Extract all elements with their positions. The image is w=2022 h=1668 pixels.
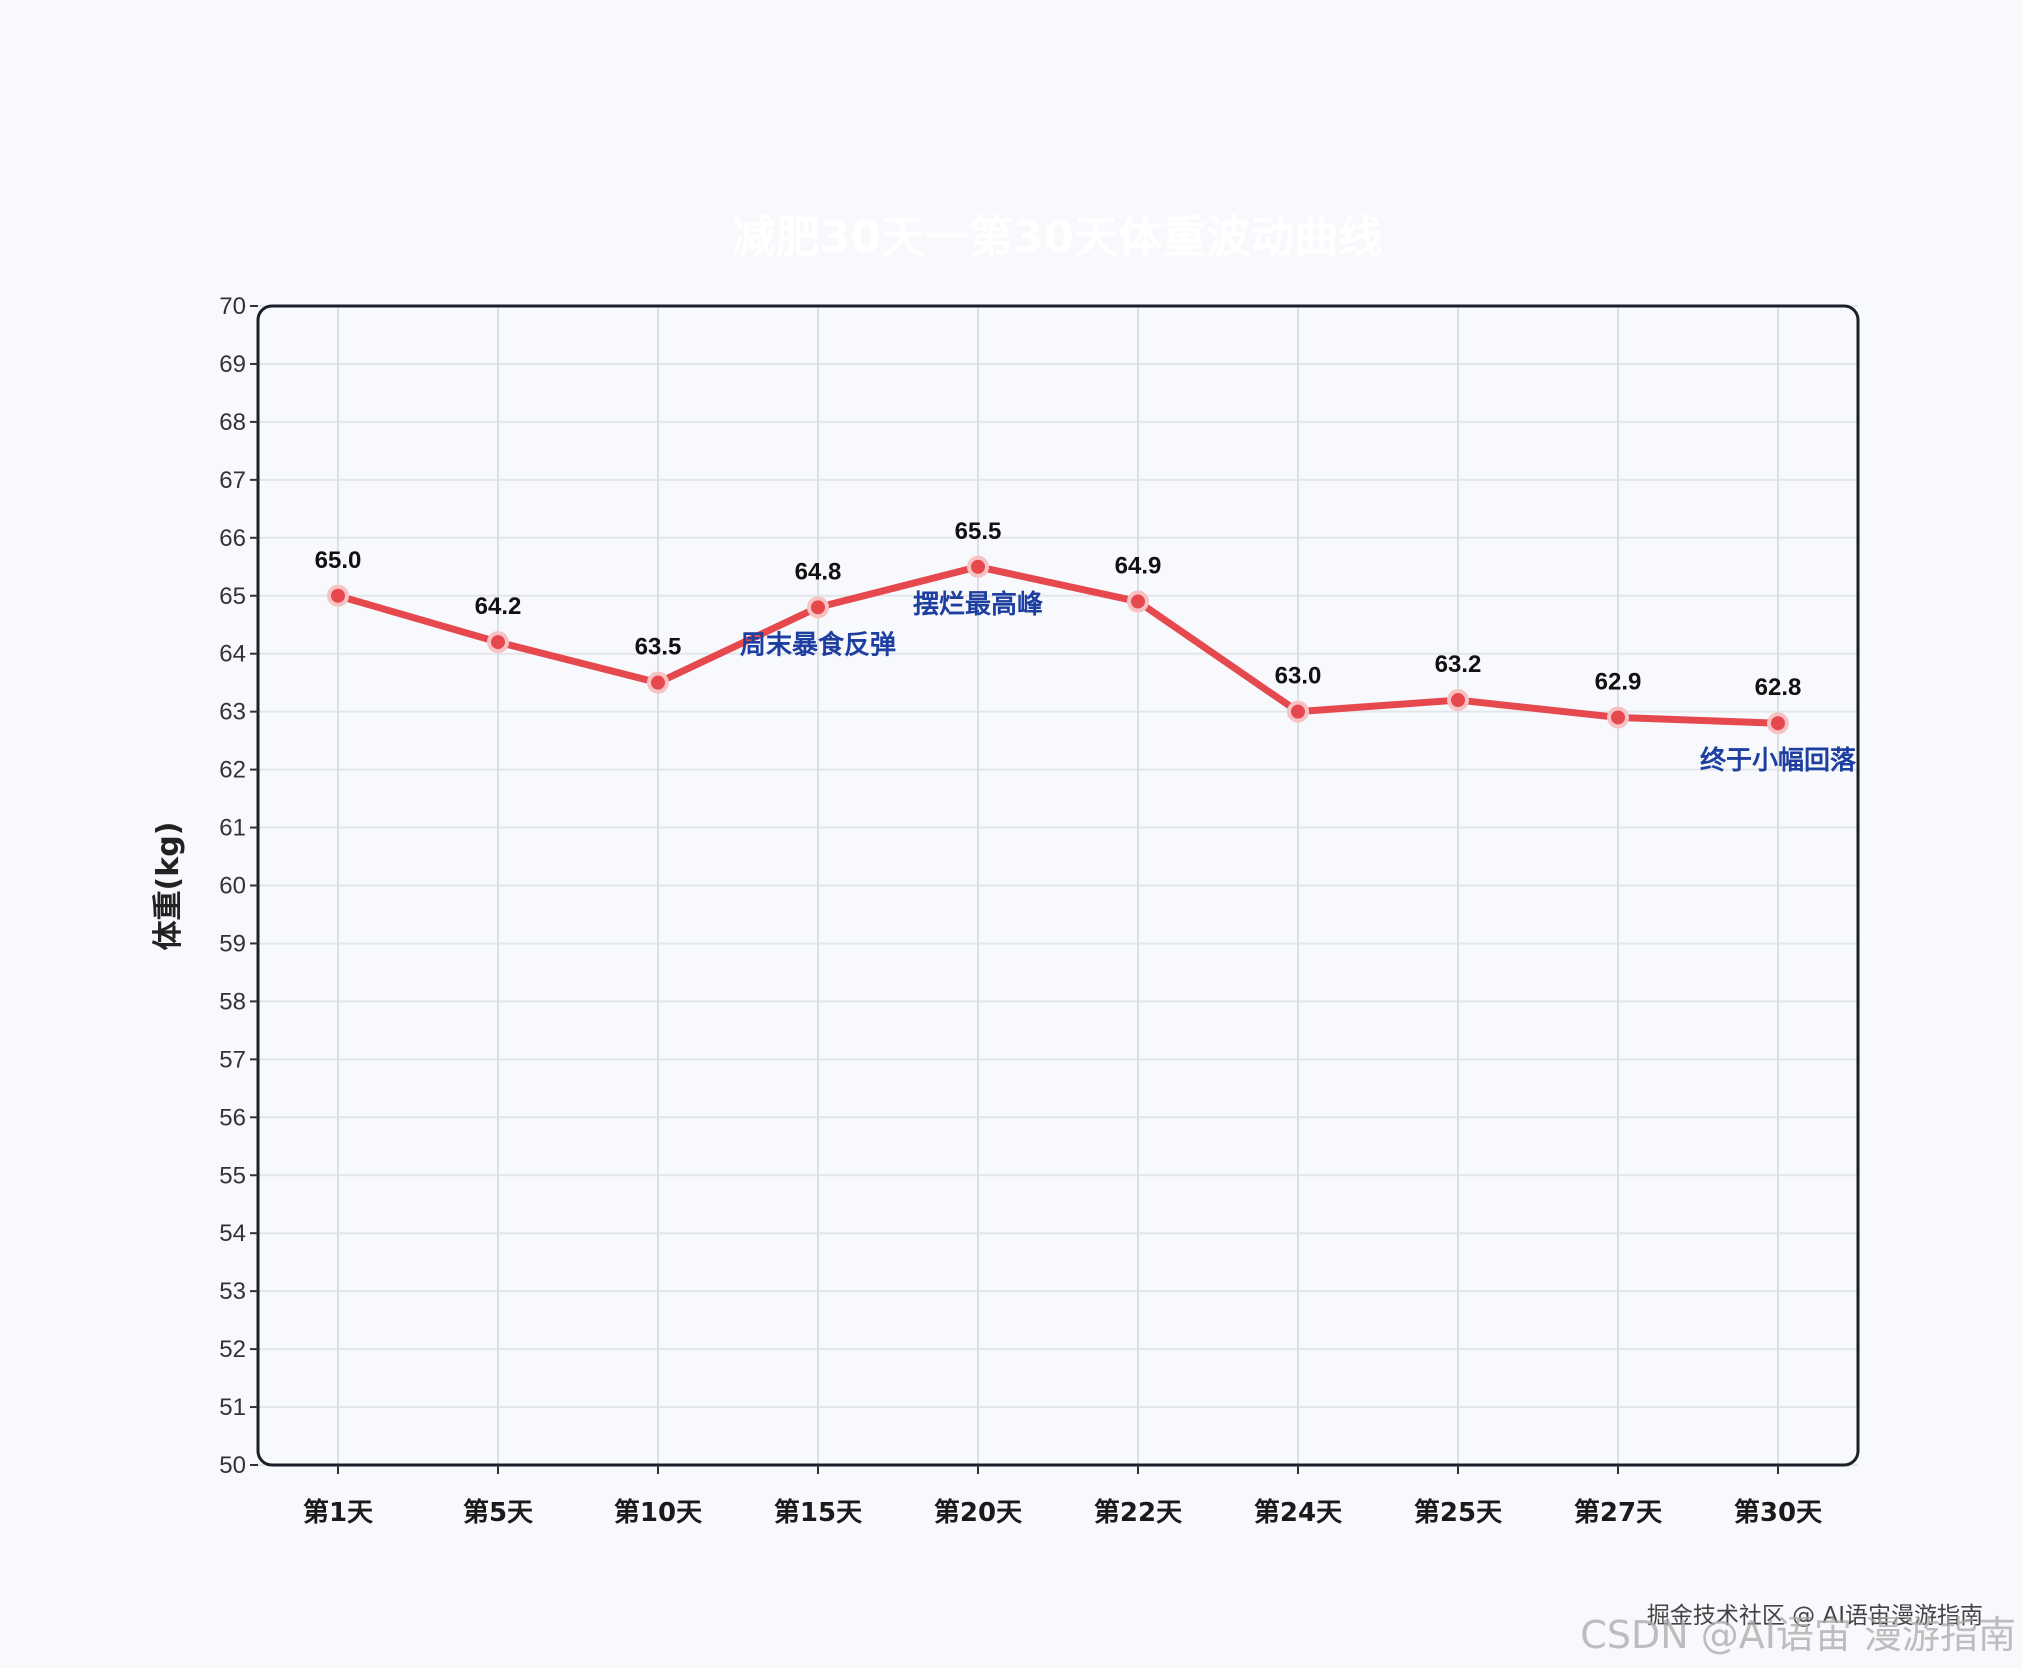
data-point [1287,700,1309,723]
watermark-csdn: CSDN @AI语宙 漫游指南 [1580,1613,2016,1657]
y-tick-label: 58 [219,988,246,1015]
data-point [1127,590,1149,613]
x-tick-label: 第10天 [614,1497,702,1528]
data-label: 62.8 [1755,674,1802,701]
y-tick-label: 69 [219,351,246,378]
data-label: 63.2 [1435,651,1482,678]
y-tick-label: 60 [219,873,246,900]
x-tick-label: 第20天 [934,1497,1022,1528]
y-tick-label: 68 [219,409,246,436]
data-point [1447,689,1469,712]
x-tick-label: 第5天 [463,1497,533,1528]
data-label: 63.0 [1275,663,1322,690]
annotation-label: 周末暴食反弹 [740,629,896,660]
y-tick-label: 53 [219,1278,246,1305]
data-label: 64.9 [1115,553,1162,580]
y-axis: 70 69 68 67 66 65 64 63 62 61 60 59 58 57 56 55 54 53 52 51… [219,293,258,1479]
y-tick-label: 51 [219,1394,246,1421]
x-tick-label: 第1天 [303,1497,373,1528]
data-point [1767,712,1789,735]
chart-title: 减肥30天一第30天体重波动曲线 [732,212,1382,263]
data-point [807,596,829,619]
y-tick-label: 64 [219,641,246,668]
data-labels: 65.0 64.2 63.5 64.8 65.5 64.9 63.0 63.2 62.9 62.8 [315,518,1802,701]
x-tick-label: 第15天 [774,1497,862,1528]
x-tick-label: 第22天 [1094,1497,1182,1528]
data-label: 65.0 [315,547,362,574]
data-label: 64.2 [475,593,522,620]
y-tick-label: 59 [219,930,246,957]
data-label: 62.9 [1595,668,1642,695]
x-axis: 第1天 第5天 第10天 第15天 第20天 第22天 第24天 第25天 第27天 第30天 [303,1465,1822,1528]
data-point [967,555,989,578]
y-tick-label: 57 [219,1046,246,1073]
watermark-juejin: 掘金技术社区 @ AI语宙漫游指南 [1647,1603,1983,1629]
y-tick-label: 70 [219,293,246,320]
x-tick-label: 第24天 [1254,1497,1342,1528]
y-tick-label: 50 [219,1452,246,1479]
y-tick-label: 56 [219,1104,246,1131]
y-axis-title: 体重(kg) [151,822,186,951]
y-tick-label: 66 [219,525,246,552]
x-tick-label: 第27天 [1574,1497,1662,1528]
y-tick-label: 63 [219,699,246,726]
y-tick-label: 67 [219,467,246,494]
data-point [647,671,669,694]
x-tick-label: 第25天 [1414,1497,1502,1528]
data-label: 65.5 [955,518,1002,545]
data-label: 64.8 [795,558,842,585]
y-tick-label: 61 [219,815,246,842]
annotation-label: 摆烂最高峰 [913,589,1043,620]
y-tick-label: 62 [219,757,246,784]
data-point [327,584,349,607]
x-tick-label: 第30天 [1734,1497,1822,1528]
y-tick-label: 55 [219,1162,246,1189]
y-tick-label: 52 [219,1336,246,1363]
y-tick-label: 54 [219,1220,246,1247]
data-point [487,631,509,654]
series-line [334,563,1782,727]
grid [258,305,1858,1466]
y-tick-label: 65 [219,583,246,610]
data-point [1607,706,1629,729]
data-label: 63.5 [635,634,682,661]
series-weight [327,555,1789,735]
annotation-label: 终于小幅回落 [1700,745,1857,776]
